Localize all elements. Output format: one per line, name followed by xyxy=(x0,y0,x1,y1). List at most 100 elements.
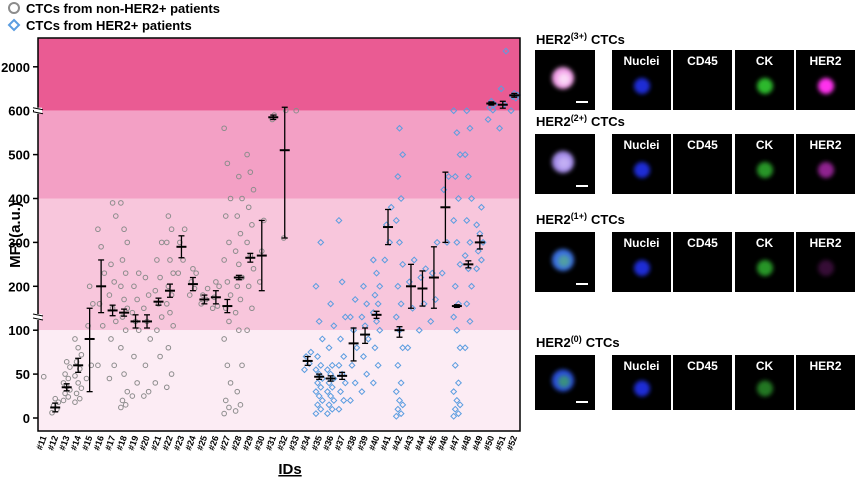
data-point xyxy=(222,213,229,219)
data-point xyxy=(121,226,127,233)
data-point xyxy=(392,388,400,396)
data-point xyxy=(404,344,412,352)
data-point xyxy=(450,313,458,321)
heading-grade: (2+) xyxy=(571,113,587,123)
data-point xyxy=(502,47,510,55)
data-point xyxy=(90,301,96,307)
x-tick-label: #39 xyxy=(355,434,370,452)
channel-image xyxy=(673,355,732,410)
data-point xyxy=(337,388,345,396)
panel-heading: HER2(1+) CTCs xyxy=(536,211,625,227)
channel-label: CK xyxy=(756,54,774,68)
x-tick-label: #21 xyxy=(149,434,164,452)
data-point xyxy=(131,353,137,360)
data-point xyxy=(227,380,234,386)
data-point xyxy=(363,370,371,378)
data-point xyxy=(209,305,216,312)
x-tick-label: #29 xyxy=(241,434,256,452)
data-point xyxy=(323,366,331,374)
channel-label: Nuclei xyxy=(623,54,659,68)
data-point xyxy=(98,243,104,250)
data-point xyxy=(193,270,199,276)
data-point xyxy=(221,125,227,132)
data-point xyxy=(60,397,67,404)
data-point xyxy=(76,395,83,402)
data-point xyxy=(507,107,515,115)
data-point xyxy=(40,373,47,380)
legend-marker xyxy=(8,2,20,14)
data-point xyxy=(454,194,462,203)
data-point xyxy=(456,344,464,352)
data-point xyxy=(341,313,349,321)
data-point xyxy=(60,380,67,386)
data-point xyxy=(325,379,333,387)
data-point xyxy=(249,222,255,228)
cell xyxy=(634,260,650,276)
data-point xyxy=(373,317,381,325)
data-point xyxy=(135,270,142,276)
x-tick-label: #26 xyxy=(206,434,221,452)
data-point xyxy=(381,256,389,264)
data-point xyxy=(78,385,85,391)
data-point xyxy=(165,344,172,351)
channel-label: CD45 xyxy=(687,359,718,373)
data-point xyxy=(145,292,152,298)
data-point xyxy=(335,216,343,224)
data-point xyxy=(106,292,113,298)
data-point xyxy=(351,295,359,303)
legend: CTCs from non-HER2+ patients CTCs from H… xyxy=(7,1,220,33)
data-point xyxy=(374,361,382,369)
y-tick-label: 200 xyxy=(8,279,30,294)
data-point xyxy=(55,399,62,405)
data-point xyxy=(67,364,73,370)
data-point xyxy=(327,300,335,308)
data-point xyxy=(154,327,160,334)
data-point xyxy=(227,292,234,298)
x-tick-label: #22 xyxy=(160,434,175,452)
data-point xyxy=(397,300,405,308)
data-point xyxy=(300,366,308,374)
data-point xyxy=(464,173,472,181)
data-point xyxy=(461,344,469,352)
axis-break xyxy=(34,107,42,114)
legend-label: CTCs from HER2+ patients xyxy=(26,18,192,33)
data-point xyxy=(427,317,435,325)
axis-break xyxy=(34,314,42,321)
data-point xyxy=(234,283,241,290)
data-point xyxy=(163,384,170,391)
data-point xyxy=(129,393,136,399)
data-point xyxy=(124,305,131,312)
heading-grade: (3+) xyxy=(571,31,587,41)
x-axis-label: IDs xyxy=(278,461,301,478)
x-tick-label: #38 xyxy=(344,434,359,452)
data-point xyxy=(451,173,459,181)
cell xyxy=(634,380,650,397)
data-point xyxy=(118,404,124,411)
y-tick-label: 2000 xyxy=(1,60,30,75)
x-tick-label: #41 xyxy=(378,434,393,452)
data-point xyxy=(141,393,147,399)
data-point xyxy=(461,252,469,260)
data-point xyxy=(106,375,113,382)
data-point xyxy=(473,265,481,273)
data-point xyxy=(181,226,188,233)
data-point xyxy=(438,269,446,277)
axis-break-line xyxy=(32,107,44,111)
x-tick-label: #49 xyxy=(470,434,485,452)
channel-label: CK xyxy=(756,138,774,152)
data-point xyxy=(486,104,494,112)
data-point xyxy=(399,401,407,409)
data-point xyxy=(244,327,250,334)
data-point xyxy=(314,379,322,387)
data-point xyxy=(142,274,149,281)
channel-image xyxy=(796,355,855,410)
channel-label: CK xyxy=(756,236,774,250)
data-point xyxy=(433,238,441,246)
cell-core xyxy=(558,255,570,267)
data-point xyxy=(450,107,458,115)
data-point xyxy=(204,285,211,292)
data-point xyxy=(451,361,459,369)
data-point xyxy=(397,379,405,387)
data-point xyxy=(318,335,326,343)
